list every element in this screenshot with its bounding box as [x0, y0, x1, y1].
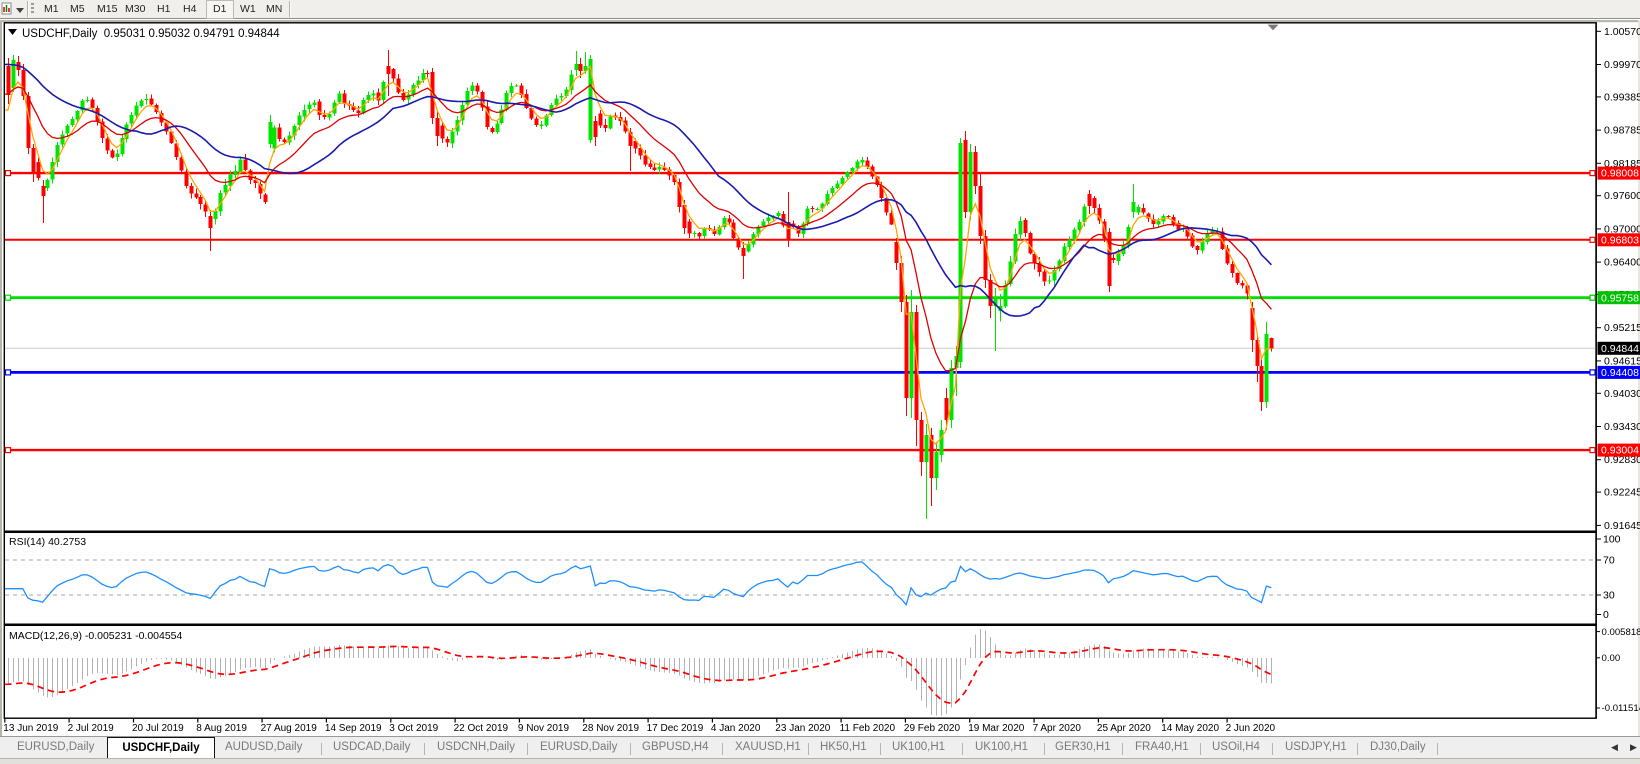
svg-text:20 Jul 2019: 20 Jul 2019: [132, 723, 184, 734]
svg-text:RSI(14) 40.2753: RSI(14) 40.2753: [9, 536, 86, 548]
svg-text:8 Aug 2019: 8 Aug 2019: [196, 723, 247, 734]
svg-text:17 Dec 2019: 17 Dec 2019: [647, 723, 704, 734]
svg-text:0.95215: 0.95215: [1604, 322, 1640, 334]
svg-text:9 Nov 2019: 9 Nov 2019: [518, 723, 570, 734]
svg-text:25 Apr 2020: 25 Apr 2020: [1097, 723, 1151, 734]
svg-text:0.00: 0.00: [1602, 653, 1621, 664]
svg-text:27 Aug 2019: 27 Aug 2019: [261, 723, 318, 734]
svg-text:0.96400: 0.96400: [1604, 257, 1640, 269]
svg-text:7 Apr 2020: 7 Apr 2020: [1033, 723, 1082, 734]
svg-text:0.98008: 0.98008: [1601, 168, 1639, 180]
svg-text:USDCHF,Daily 0.95031 0.95032: USDCHF,Daily 0.95031 0.95032 0.94791 0.9…: [22, 28, 280, 40]
svg-text:2 Jul 2019: 2 Jul 2019: [68, 723, 115, 734]
svg-text:28 Nov 2019: 28 Nov 2019: [582, 723, 639, 734]
svg-text:0.96803: 0.96803: [1601, 234, 1639, 246]
svg-text:-0.011514: -0.011514: [1602, 703, 1640, 714]
svg-text:0.93430: 0.93430: [1604, 421, 1640, 433]
svg-text:70: 70: [1603, 555, 1615, 567]
svg-text:0: 0: [1603, 609, 1609, 621]
svg-text:0.91645: 0.91645: [1604, 520, 1640, 532]
svg-text:0.99385: 0.99385: [1604, 91, 1640, 103]
svg-text:0.94030: 0.94030: [1604, 388, 1640, 400]
svg-text:0.92245: 0.92245: [1604, 487, 1640, 499]
svg-text:0.94408: 0.94408: [1601, 367, 1639, 379]
svg-text:0.94615: 0.94615: [1604, 355, 1640, 367]
svg-text:0.93004: 0.93004: [1601, 445, 1639, 457]
svg-text:100: 100: [1603, 534, 1621, 546]
svg-text:0.98785: 0.98785: [1604, 125, 1640, 137]
svg-text:0.95758: 0.95758: [1601, 292, 1639, 304]
svg-text:0.94844: 0.94844: [1601, 343, 1639, 355]
svg-text:1.00570: 1.00570: [1604, 26, 1640, 38]
svg-text:0.005818: 0.005818: [1602, 627, 1640, 638]
svg-text:22 Oct 2019: 22 Oct 2019: [454, 723, 509, 734]
svg-text:19 Mar 2020: 19 Mar 2020: [968, 723, 1025, 734]
svg-text:11 Feb 2020: 11 Feb 2020: [840, 723, 896, 734]
svg-text:4 Jan 2020: 4 Jan 2020: [711, 723, 761, 734]
svg-text:13 Jun 2019: 13 Jun 2019: [3, 723, 58, 734]
svg-text:0.97600: 0.97600: [1604, 190, 1640, 202]
svg-text:2 Jun 2020: 2 Jun 2020: [1226, 723, 1276, 734]
svg-text:3 Oct 2019: 3 Oct 2019: [389, 723, 438, 734]
svg-text:30: 30: [1603, 590, 1615, 602]
svg-text:23 Jan 2020: 23 Jan 2020: [775, 723, 830, 734]
svg-text:14 May 2020: 14 May 2020: [1161, 723, 1219, 734]
svg-text:MACD(12,26,9) -0.005231 -0.004: MACD(12,26,9) -0.005231 -0.004554: [9, 630, 183, 642]
svg-text:29 Feb 2020: 29 Feb 2020: [904, 723, 961, 734]
svg-text:14 Sep 2019: 14 Sep 2019: [325, 723, 382, 734]
svg-text:0.99970: 0.99970: [1604, 59, 1640, 71]
